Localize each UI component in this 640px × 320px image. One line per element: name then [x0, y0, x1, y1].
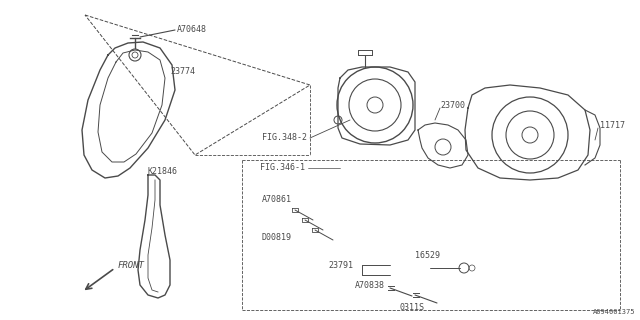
Text: FIG.348-2: FIG.348-2	[262, 133, 307, 142]
Text: 0311S: 0311S	[400, 303, 425, 313]
Text: A094001375: A094001375	[593, 309, 635, 315]
Text: FRONT: FRONT	[118, 260, 145, 269]
Text: A70838: A70838	[355, 281, 385, 290]
Text: A70648: A70648	[177, 26, 207, 35]
Text: 23700: 23700	[440, 100, 465, 109]
Text: 11717: 11717	[600, 121, 625, 130]
Text: K21846: K21846	[148, 167, 178, 177]
Text: 16529: 16529	[415, 251, 440, 260]
Text: A70861: A70861	[262, 196, 292, 204]
Text: 23774: 23774	[170, 68, 195, 76]
Text: FIG.346-1: FIG.346-1	[260, 164, 305, 172]
Text: 23791: 23791	[328, 260, 353, 269]
Text: D00819: D00819	[262, 234, 292, 243]
